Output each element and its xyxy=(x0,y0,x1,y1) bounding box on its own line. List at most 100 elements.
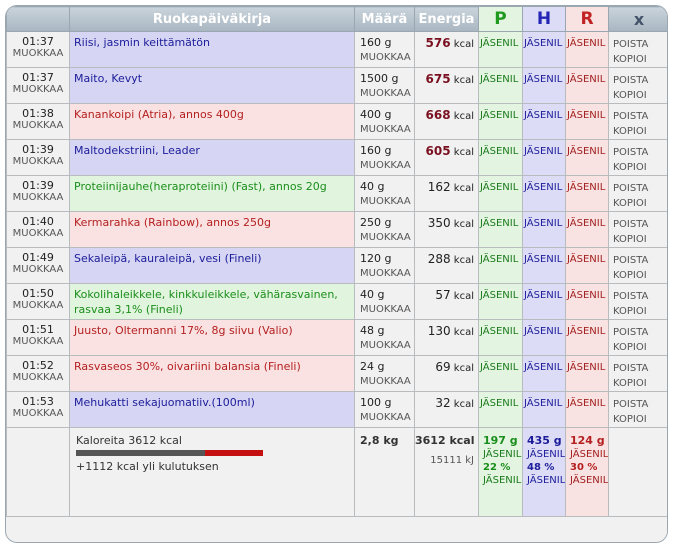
protein-grams-member-link[interactable]: JÄSENIL xyxy=(483,449,522,460)
food-name[interactable]: Proteiinijauhe(heraproteiini) (Fast), an… xyxy=(69,175,355,212)
edit-time-link[interactable]: MUOKKAA xyxy=(12,408,64,419)
fat-member-link[interactable]: JÄSENIL xyxy=(567,182,606,193)
edit-time-link[interactable]: MUOKKAA xyxy=(12,264,64,275)
carbs-member-link[interactable]: JÄSENIL xyxy=(524,254,563,265)
fat-member-link[interactable]: JÄSENIL xyxy=(567,38,606,49)
delete-link[interactable]: POISTA xyxy=(613,111,649,122)
edit-amount-link[interactable]: MUOKKAA xyxy=(360,412,411,423)
fat-member-link[interactable]: JÄSENIL xyxy=(567,254,606,265)
amount-header[interactable]: Määrä xyxy=(354,6,415,32)
close-header-button[interactable]: x xyxy=(608,6,667,32)
food-name[interactable]: Rasvaseos 30%, oivariini balansia (Finel… xyxy=(69,355,355,392)
carbs-member-link[interactable]: JÄSENIL xyxy=(524,326,563,337)
edit-amount-link[interactable]: MUOKKAA xyxy=(360,196,411,207)
carbs-member-link[interactable]: JÄSENIL xyxy=(524,38,563,49)
carbs-member-link[interactable]: JÄSENIL xyxy=(524,146,563,157)
food-name[interactable]: Sekaleipä, kauraleipä, vesi (Fineli) xyxy=(69,247,355,284)
copy-link[interactable]: KOPIOI xyxy=(613,270,647,281)
protein-member-link[interactable]: JÄSENIL xyxy=(480,38,519,49)
delete-link[interactable]: POISTA xyxy=(613,399,649,410)
carbs-member-link[interactable]: JÄSENIL xyxy=(524,110,563,121)
copy-link[interactable]: KOPIOI xyxy=(613,378,647,389)
energy-header[interactable]: Energia xyxy=(414,6,479,32)
food-name[interactable]: Kermarahka (Rainbow), annos 250g xyxy=(69,211,355,248)
copy-link[interactable]: KOPIOI xyxy=(613,126,647,137)
fat-member-link[interactable]: JÄSENIL xyxy=(567,362,606,373)
edit-time-link[interactable]: MUOKKAA xyxy=(12,228,64,239)
protein-percent-member-link[interactable]: JÄSENIL xyxy=(483,475,522,486)
delete-link[interactable]: POISTA xyxy=(613,255,649,266)
edit-time-link[interactable]: MUOKKAA xyxy=(12,372,64,383)
fat-member-link[interactable]: JÄSENIL xyxy=(567,218,606,229)
delete-link[interactable]: POISTA xyxy=(613,219,649,230)
carbs-member-link[interactable]: JÄSENIL xyxy=(524,398,563,409)
carbs-percent-member-link[interactable]: JÄSENIL xyxy=(527,475,566,486)
protein-member-link[interactable]: JÄSENIL xyxy=(480,218,519,229)
edit-time-link[interactable]: MUOKKAA xyxy=(12,84,64,95)
edit-time-link[interactable]: MUOKKAA xyxy=(12,192,64,203)
edit-amount-link[interactable]: MUOKKAA xyxy=(360,340,411,351)
copy-link[interactable]: KOPIOI xyxy=(613,306,647,317)
carbs-member-link[interactable]: JÄSENIL xyxy=(524,182,563,193)
edit-time-link[interactable]: MUOKKAA xyxy=(12,336,64,347)
edit-amount-link[interactable]: MUOKKAA xyxy=(360,376,411,387)
food-name[interactable]: Juusto, Oltermanni 17%, 8g siivu (Valio) xyxy=(69,319,355,356)
protein-header[interactable]: P xyxy=(478,6,523,32)
delete-link[interactable]: POISTA xyxy=(613,327,649,338)
edit-amount-link[interactable]: MUOKKAA xyxy=(360,160,411,171)
copy-link[interactable]: KOPIOI xyxy=(613,90,647,101)
carbs-grams-member-link[interactable]: JÄSENIL xyxy=(527,449,566,460)
delete-link[interactable]: POISTA xyxy=(613,363,649,374)
copy-link[interactable]: KOPIOI xyxy=(613,414,647,425)
delete-link[interactable]: POISTA xyxy=(613,291,649,302)
copy-link[interactable]: KOPIOI xyxy=(613,234,647,245)
fat-member-link[interactable]: JÄSENIL xyxy=(567,290,606,301)
food-name[interactable]: Kanankoipi (Atria), annos 400g xyxy=(69,103,355,140)
food-name[interactable]: Mehukatti sekajuomatiiv.(100ml) xyxy=(69,391,355,428)
food-name[interactable]: Riisi, jasmin keittämätön xyxy=(69,31,355,68)
copy-link[interactable]: KOPIOI xyxy=(613,54,647,65)
delete-link[interactable]: POISTA xyxy=(613,75,649,86)
fat-header[interactable]: R xyxy=(565,6,609,32)
delete-link[interactable]: POISTA xyxy=(613,183,649,194)
carbs-header[interactable]: H xyxy=(522,6,566,32)
food-name[interactable]: Kokolihaleikkele, kinkkuleikkele, vähära… xyxy=(69,283,355,320)
carbs-member-link[interactable]: JÄSENIL xyxy=(524,218,563,229)
protein-member-link[interactable]: JÄSENIL xyxy=(480,74,519,85)
copy-link[interactable]: KOPIOI xyxy=(613,198,647,209)
fat-percent-member-link[interactable]: JÄSENIL xyxy=(570,475,609,486)
carbs-member-link[interactable]: JÄSENIL xyxy=(524,362,563,373)
edit-amount-link[interactable]: MUOKKAA xyxy=(360,52,411,63)
edit-amount-link[interactable]: MUOKKAA xyxy=(360,304,411,315)
edit-amount-link[interactable]: MUOKKAA xyxy=(360,124,411,135)
edit-time-link[interactable]: MUOKKAA xyxy=(12,48,64,59)
copy-link[interactable]: KOPIOI xyxy=(613,342,647,353)
protein-member-link[interactable]: JÄSENIL xyxy=(480,398,519,409)
food-name[interactable]: Maito, Kevyt xyxy=(69,67,355,104)
fat-member-link[interactable]: JÄSENIL xyxy=(567,110,606,121)
delete-link[interactable]: POISTA xyxy=(613,147,649,158)
fat-member-link[interactable]: JÄSENIL xyxy=(567,326,606,337)
protein-member-link[interactable]: JÄSENIL xyxy=(480,254,519,265)
protein-member-link[interactable]: JÄSENIL xyxy=(480,110,519,121)
protein-member-link[interactable]: JÄSENIL xyxy=(480,146,519,157)
fat-grams-member-link[interactable]: JÄSENIL xyxy=(570,449,609,460)
fat-member-link[interactable]: JÄSENIL xyxy=(567,146,606,157)
food-header[interactable]: Ruokapäiväkirja xyxy=(69,6,355,32)
protein-member-link[interactable]: JÄSENIL xyxy=(480,326,519,337)
delete-link[interactable]: POISTA xyxy=(613,39,649,50)
carbs-member-link[interactable]: JÄSENIL xyxy=(524,290,563,301)
copy-link[interactable]: KOPIOI xyxy=(613,162,647,173)
protein-member-link[interactable]: JÄSENIL xyxy=(480,290,519,301)
carbs-member-link[interactable]: JÄSENIL xyxy=(524,74,563,85)
fat-member-link[interactable]: JÄSENIL xyxy=(567,74,606,85)
edit-time-link[interactable]: MUOKKAA xyxy=(12,120,64,131)
food-name[interactable]: Maltodekstriini, Leader xyxy=(69,139,355,176)
fat-member-link[interactable]: JÄSENIL xyxy=(567,398,606,409)
edit-time-link[interactable]: MUOKKAA xyxy=(12,300,64,311)
edit-amount-link[interactable]: MUOKKAA xyxy=(360,88,411,99)
edit-time-link[interactable]: MUOKKAA xyxy=(12,156,64,167)
protein-member-link[interactable]: JÄSENIL xyxy=(480,362,519,373)
protein-member-link[interactable]: JÄSENIL xyxy=(480,182,519,193)
edit-amount-link[interactable]: MUOKKAA xyxy=(360,232,411,243)
